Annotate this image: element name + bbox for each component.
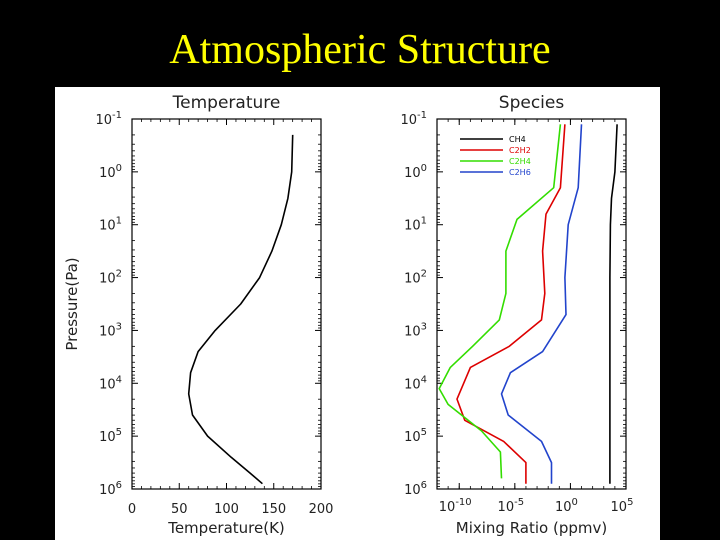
- slide-title: Atmospheric Structure: [169, 27, 551, 73]
- x-tick-label: 10-10: [439, 497, 472, 515]
- y-tick-label: 10-1: [95, 110, 122, 128]
- chart-temperature: Temperature 10-1 100 101 102 103 104 105 106 0 50 1…: [63, 93, 333, 537]
- plot-frame: [131, 118, 322, 490]
- series-line-c2h4: [438, 124, 562, 479]
- series-line-c2h6: [500, 124, 583, 484]
- legend-label: C2H6: [509, 168, 531, 177]
- y-tick-label: 103: [404, 321, 427, 339]
- series-line-ch4: [609, 124, 618, 484]
- y-tick-label: 102: [404, 269, 427, 287]
- x-tick-label: 100: [214, 502, 239, 517]
- x-tick-label: 150: [261, 502, 286, 517]
- y-tick-label: 105: [99, 427, 122, 445]
- x-axis-label: Mixing Ratio (ppmv): [456, 519, 607, 537]
- y-tick-label: 102: [99, 269, 122, 287]
- x-tick-label: 200: [309, 502, 334, 517]
- y-tick-label: 100: [99, 163, 122, 181]
- y-tick-label: 100: [404, 163, 427, 181]
- y-tick-label: 10-1: [400, 110, 427, 128]
- series-line-temperature: [187, 134, 294, 485]
- legend: CH4 C2H2 C2H4 C2H6: [460, 135, 531, 177]
- y-tick-label: 101: [404, 216, 427, 234]
- legend-label: CH4: [509, 135, 526, 144]
- x-axis-label: Temperature(K): [167, 519, 285, 537]
- legend-label: C2H2: [509, 146, 531, 155]
- legend-label: C2H4: [509, 157, 531, 166]
- y-tick-label: 105: [404, 427, 427, 445]
- y-tick-label: 104: [404, 374, 427, 392]
- y-tick-label: 101: [99, 216, 122, 234]
- x-tick-label: 0: [128, 502, 136, 517]
- figure-svg: Temperature 10-1 100 101 102 103 104 105 106 0 50 1…: [63, 93, 633, 537]
- figure-panel: Temperature 10-1 100 101 102 103 104 105 106 0 50 1…: [55, 87, 660, 540]
- y-tick-label: 106: [99, 480, 122, 498]
- x-tick-label: 105: [611, 497, 634, 515]
- plot-title: Species: [499, 93, 565, 113]
- y-axis-label: Pressure(Pa): [63, 257, 81, 350]
- plot-title: Temperature: [172, 93, 281, 113]
- series-line-c2h2: [456, 124, 566, 484]
- chart-species: Species 10-1 100 101 102 103 104 105 106 10-10 10-…: [400, 93, 633, 537]
- plot-frame: [436, 118, 627, 490]
- x-tick-label: 100: [555, 497, 578, 515]
- y-tick-label: 104: [99, 374, 122, 392]
- x-tick-label: 50: [171, 502, 188, 517]
- y-tick-label: 103: [99, 321, 122, 339]
- y-tick-label: 106: [404, 480, 427, 498]
- x-tick-label: 10-5: [498, 497, 525, 515]
